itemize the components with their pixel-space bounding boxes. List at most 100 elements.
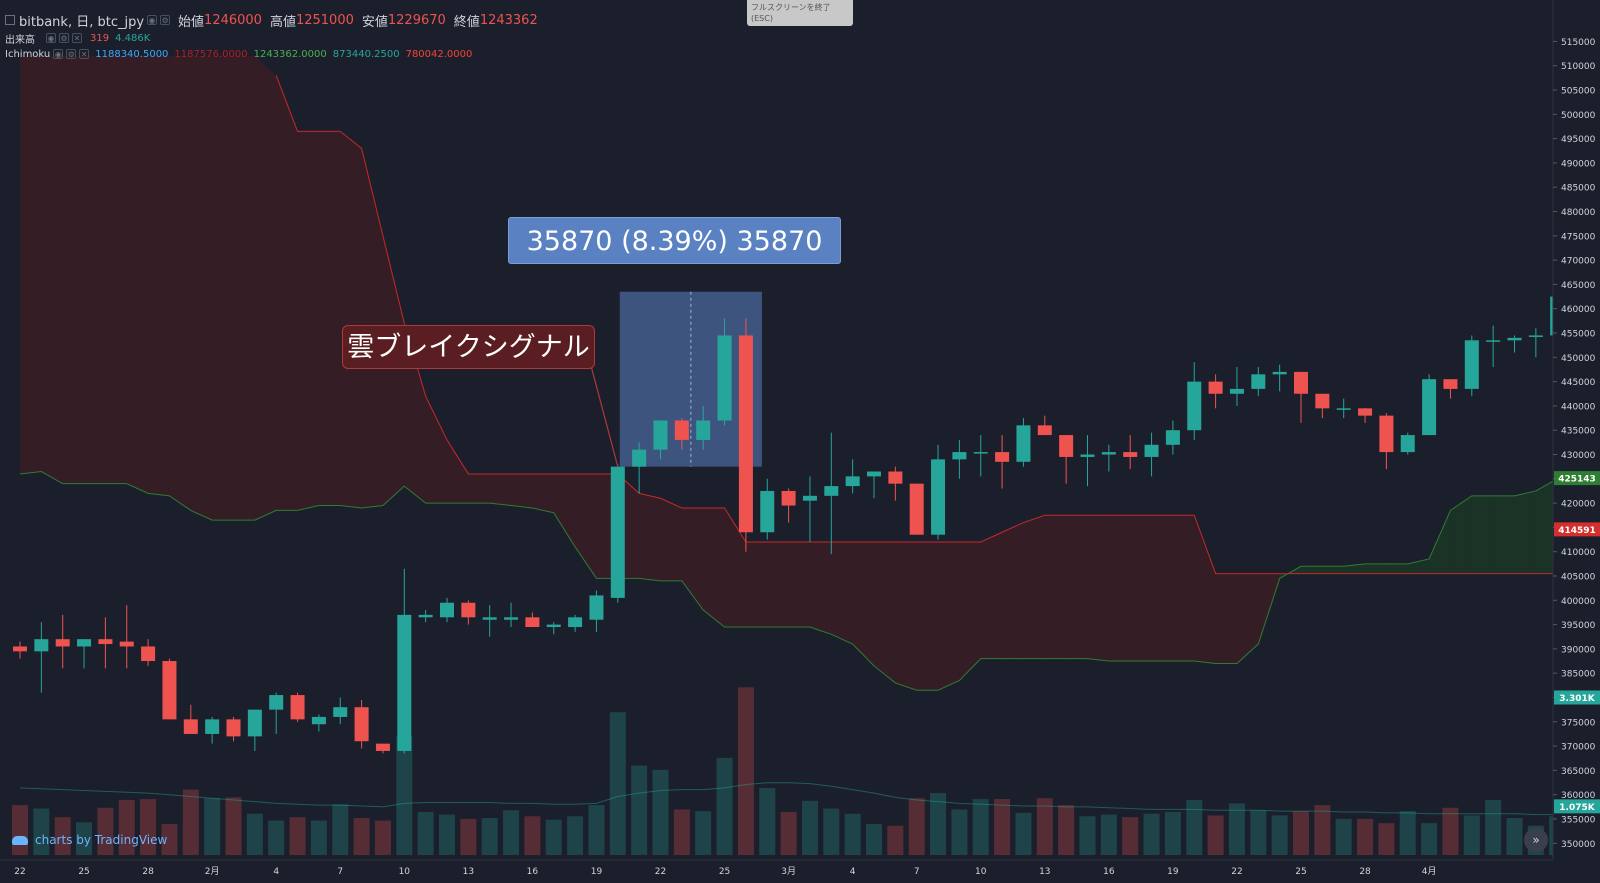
candle-body xyxy=(1486,340,1500,342)
settings-icon[interactable]: ⚙ xyxy=(59,33,69,43)
ichimoku-cloud-segment xyxy=(1386,564,1407,574)
candle-body xyxy=(1230,389,1244,394)
scroll-to-realtime-button[interactable]: » xyxy=(1524,828,1548,852)
ichimoku-cloud-segment xyxy=(20,56,41,474)
candle-body xyxy=(1016,425,1030,461)
ichimoku-cloud-segment xyxy=(1088,515,1109,661)
open-value: 1246000 xyxy=(204,13,262,28)
price-axis-label: 480000 xyxy=(1561,208,1596,218)
close-icon[interactable]: ✕ xyxy=(79,49,89,59)
price-axis-label: 390000 xyxy=(1561,645,1596,655)
ichimoku-cloud-segment xyxy=(468,474,489,503)
chart-legend: bitbank, 日, btc_jpy ◉ ⚙ 始値 1246000 高値 12… xyxy=(5,10,538,62)
close-icon[interactable]: ✕ xyxy=(72,33,82,43)
candle xyxy=(611,464,625,603)
volume-bar xyxy=(1442,808,1458,855)
candle-body xyxy=(910,484,924,535)
price-axis-label: 510000 xyxy=(1561,62,1596,72)
volume-bar xyxy=(717,758,733,855)
volume-bar xyxy=(802,801,818,855)
volume-bar xyxy=(439,815,455,855)
time-axis-label: 3月 xyxy=(781,866,796,877)
volume-value: 319 xyxy=(90,33,109,44)
volume-bar xyxy=(567,816,583,855)
volume-bar xyxy=(290,817,306,855)
ichimoku-cloud-segment xyxy=(767,542,788,627)
volume-bar xyxy=(781,812,797,855)
ichimoku-cloud-segment xyxy=(84,56,105,484)
time-axis-label: 4月 xyxy=(1422,866,1437,877)
volume-bar xyxy=(631,766,647,855)
candle-body xyxy=(205,719,219,734)
tradingview-branding[interactable]: charts by TradingView xyxy=(12,833,167,847)
ichimoku-cloud-segment xyxy=(1301,566,1322,573)
candle-body xyxy=(483,617,497,619)
ichimoku-cloud-segment xyxy=(532,474,553,513)
ichimoku-cloud-segment xyxy=(1515,491,1536,574)
time-axis-label: 22 xyxy=(1231,867,1242,877)
price-axis-label: 475000 xyxy=(1561,232,1596,242)
volume-bar xyxy=(994,799,1010,855)
eye-icon[interactable]: ◉ xyxy=(147,15,157,25)
volume-bar xyxy=(418,812,434,855)
ichimoku-tenkan-value: 1188340.5000 xyxy=(95,49,168,60)
volume-bar xyxy=(375,821,391,855)
candle xyxy=(1422,374,1436,435)
candle-body xyxy=(1465,340,1479,389)
time-axis-label: 4 xyxy=(273,867,279,877)
close-label: 終値 xyxy=(454,11,480,30)
eye-icon[interactable]: ◉ xyxy=(46,33,56,43)
cloud-break-annotation[interactable]: 雲ブレイクシグナル xyxy=(342,325,595,369)
price-axis-label: 515000 xyxy=(1561,38,1596,48)
ichimoku-cloud-segment xyxy=(340,131,361,508)
eye-icon[interactable]: ◉ xyxy=(53,49,63,59)
price-axis-label: 485000 xyxy=(1561,184,1596,194)
candle xyxy=(291,693,305,722)
candle-body xyxy=(1294,372,1308,394)
ichimoku-cloud-segment xyxy=(831,542,852,644)
candle xyxy=(910,484,924,535)
candle-body xyxy=(248,710,262,737)
volume-bar xyxy=(1165,812,1181,855)
candle-body xyxy=(141,646,155,661)
ichimoku-cloud-segment xyxy=(212,56,233,520)
candle-body xyxy=(376,744,390,751)
ichimoku-cloud-segment xyxy=(1109,515,1130,661)
price-axis-label: 505000 xyxy=(1561,87,1596,97)
candle-body xyxy=(312,717,326,724)
ichimoku-cloud-segment xyxy=(1002,523,1023,659)
price-axis-label: 450000 xyxy=(1561,354,1596,364)
candle-body xyxy=(1123,452,1137,457)
candle-body xyxy=(568,617,582,627)
ichimoku-cloud-segment xyxy=(1365,564,1386,574)
volume-bar xyxy=(1015,813,1031,855)
collapse-icon[interactable] xyxy=(5,15,15,25)
candle-body xyxy=(782,491,796,506)
candle-body xyxy=(1443,379,1457,389)
settings-icon[interactable]: ⚙ xyxy=(160,15,170,25)
candle-body xyxy=(1508,338,1522,340)
candle-body xyxy=(1187,382,1201,431)
exit-fullscreen-button[interactable]: フルスクリーンを終了 (ESC) xyxy=(747,0,853,26)
volume-bar xyxy=(951,809,967,855)
volume-bar xyxy=(1208,815,1224,855)
price-axis-label: 395000 xyxy=(1561,621,1596,631)
open-label: 始値 xyxy=(178,11,204,30)
volume-bar xyxy=(1464,815,1480,855)
candle-body xyxy=(1273,372,1287,374)
candle-body xyxy=(1337,408,1351,410)
settings-icon[interactable]: ⚙ xyxy=(66,49,76,59)
candle-body xyxy=(1102,452,1116,454)
legend-ohlc-row: bitbank, 日, btc_jpy ◉ ⚙ 始値 1246000 高値 12… xyxy=(5,10,538,30)
candle-body xyxy=(1315,394,1329,409)
candle-body xyxy=(13,646,27,651)
time-axis-label: 10 xyxy=(975,867,987,877)
candle-body xyxy=(419,615,433,617)
price-axis-label: 385000 xyxy=(1561,670,1596,680)
candle-body xyxy=(525,617,539,627)
candle-body xyxy=(995,452,1009,462)
volume-bar xyxy=(674,809,690,855)
time-axis-label: 13 xyxy=(1039,867,1050,877)
